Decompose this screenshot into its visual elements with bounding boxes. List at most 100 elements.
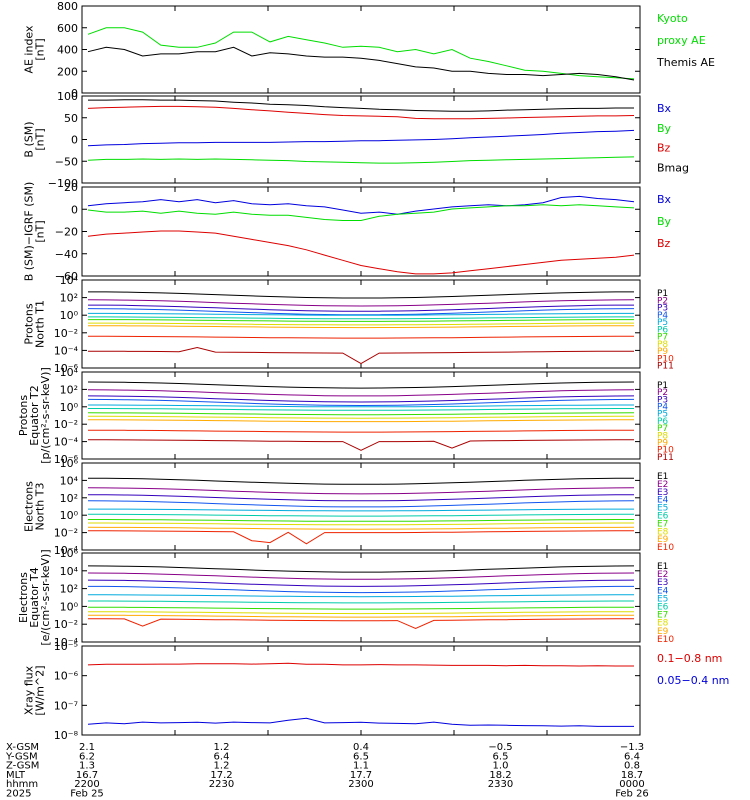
series-line — [87, 500, 635, 508]
y-axis-label: Equator T4 — [28, 567, 41, 627]
series-line — [87, 204, 635, 221]
series-line — [88, 519, 634, 522]
legend-item: E6 — [657, 603, 669, 613]
y-axis-label: Equator T2 — [28, 385, 41, 445]
series-line — [88, 335, 634, 339]
legend-item: P2 — [657, 388, 668, 398]
series-line — [88, 494, 634, 502]
y-axis-label: [e/(cm²-s-sr-keV)] — [39, 549, 52, 645]
x-axis-value: 1.2 — [214, 761, 230, 772]
legend-item: E9 — [657, 535, 669, 545]
y-tick-label: 100 — [57, 90, 78, 103]
x-axis-value: 2200 — [74, 779, 99, 790]
y-axis-label: North T1 — [34, 300, 47, 348]
series-line — [88, 99, 634, 112]
legend-item: E7 — [657, 519, 668, 529]
y-tick-label: 10⁻⁶ — [54, 453, 79, 466]
x-axis-value: 0.4 — [353, 742, 369, 753]
y-axis-label: Protons — [23, 303, 36, 344]
series-line — [87, 717, 634, 727]
y-tick-label: 10⁴ — [60, 366, 79, 379]
y-tick-label: 10² — [60, 383, 78, 396]
legend-item: P4 — [657, 311, 668, 321]
series-line — [88, 522, 634, 526]
y-tick-label: 10⁻² — [54, 327, 78, 340]
y-tick-label: 10⁻⁴ — [54, 544, 79, 557]
series-line — [87, 429, 635, 433]
legend-item: E2 — [657, 480, 668, 490]
series-line — [87, 572, 635, 580]
legend-item: E10 — [657, 635, 674, 645]
y-tick-label: 400 — [57, 44, 78, 57]
series-line — [88, 585, 634, 594]
x-axis-value: 2.1 — [79, 742, 95, 753]
series-line — [87, 395, 635, 403]
y-axis-label: Electrons — [23, 481, 36, 532]
x-axis-value: 1.2 — [214, 742, 230, 753]
x-axis-value: 6.5 — [493, 751, 509, 762]
series-line — [87, 606, 635, 610]
legend-item: P6 — [657, 417, 668, 427]
y-tick-label: 10⁶ — [60, 457, 79, 470]
series-line — [87, 195, 635, 215]
legend-item: P6 — [657, 325, 668, 335]
x-axis-row-label: 2025 — [6, 789, 31, 800]
series-line — [87, 381, 635, 389]
series-line — [88, 513, 634, 517]
x-axis-value: 1.1 — [353, 761, 369, 772]
legend-item: Bz — [657, 237, 671, 250]
x-axis-value: Feb 25 — [70, 789, 104, 800]
y-axis-label: B (SM)−IGRF (SM) — [23, 182, 36, 282]
x-axis-value: 17.7 — [350, 770, 372, 781]
legend-item: P8 — [657, 340, 668, 350]
x-axis-row-label: X-GSM — [6, 742, 39, 753]
panel-frame — [81, 5, 641, 94]
y-tick-label: 200 — [57, 65, 78, 78]
series-line — [88, 404, 634, 408]
series-line — [88, 439, 634, 451]
y-tick-label: 10⁻² — [54, 418, 78, 431]
y-tick-label: 10⁻⁶ — [54, 362, 79, 375]
legend-item: P5 — [657, 410, 668, 420]
legend-item: E2 — [657, 570, 668, 580]
series-line — [87, 230, 635, 275]
x-axis-value: 0000 — [619, 779, 644, 790]
legend-item: P3 — [657, 395, 668, 405]
legend-item: P7 — [657, 333, 668, 343]
x-axis-value: 1.3 — [79, 761, 95, 772]
legend-item: Themis AE — [656, 56, 715, 69]
x-axis-value: 6.4 — [214, 751, 230, 762]
series-line — [87, 477, 635, 485]
series-line — [88, 594, 634, 598]
x-axis-value: 6.4 — [624, 751, 640, 762]
x-axis-row-label: MLT — [6, 770, 26, 781]
legend-item: E5 — [657, 504, 668, 514]
series-line — [87, 487, 635, 495]
series-line — [88, 419, 634, 423]
y-tick-label: 10⁻⁷ — [54, 699, 78, 712]
x-axis-value: 1.0 — [493, 761, 509, 772]
legend-item: 0.1−0.8 nm — [657, 652, 722, 665]
legend-item: E1 — [657, 562, 668, 572]
series-line — [88, 312, 634, 316]
legend-item: P9 — [657, 347, 668, 357]
y-tick-label: −40 — [55, 248, 78, 261]
y-tick-label: 10⁻⁸ — [54, 729, 79, 742]
y-tick-label: 800 — [57, 0, 78, 13]
y-tick-label: −50 — [55, 155, 78, 168]
y-tick-label: −60 — [55, 270, 78, 283]
y-tick-label: 10⁰ — [60, 401, 79, 414]
legend-item: P11 — [657, 362, 674, 372]
series-line — [87, 389, 635, 397]
y-tick-label: 10⁰ — [60, 509, 79, 522]
y-axis-label: [nT] — [34, 38, 47, 60]
series-line — [87, 662, 634, 667]
series-line — [87, 156, 635, 164]
panel-ae: 800 600 400 200 0 AE index[nT] Kyoto proxy AE Th… — [23, 0, 715, 100]
x-axis-table: X-GSM 2.1 1.2 0.4 −0.5 −1.3 Y-GSM 6.2 6.4 6.5 6.5 6… — [5, 742, 649, 800]
